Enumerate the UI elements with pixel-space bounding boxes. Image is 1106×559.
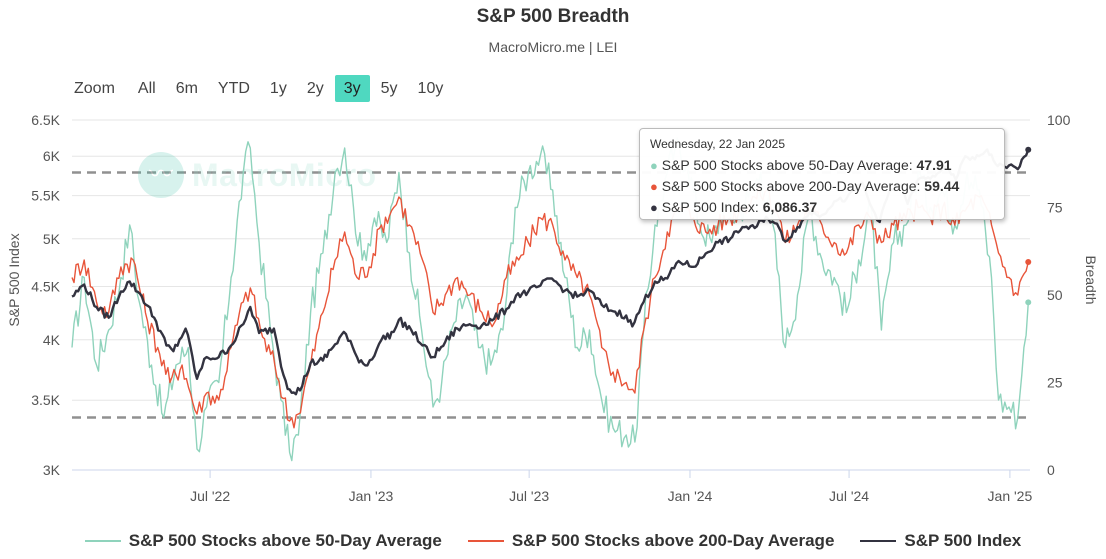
hover-point-200day (1025, 258, 1032, 265)
y-right-tick-label: 25 (1047, 375, 1063, 391)
tooltip-label-200day: S&P 500 Stocks above 200-Day Average: (661, 178, 921, 194)
axes: 3K 3.5K 4K 4.5K 5K 5.5K 6K 6.5K 0 25 50 75 100 Jul '2… (6, 112, 1099, 504)
y-left-tick-label: 3.5K (31, 392, 60, 408)
zoom-label: Zoom (74, 79, 115, 97)
y-right-tick-label: 75 (1047, 200, 1063, 216)
range-button-all[interactable]: All (137, 80, 156, 97)
y-left-tick-label: 3K (43, 462, 61, 478)
range-button-1y[interactable]: 1y (269, 80, 287, 97)
legend-label: S&P 500 Index (904, 531, 1022, 550)
y-left-tick-label: 5K (43, 231, 61, 247)
range-button-10y[interactable]: 10y (417, 80, 444, 97)
tooltip-dot-50day: ● (650, 158, 658, 173)
x-tick-label: Jul '22 (190, 488, 230, 504)
range-button-ytd[interactable]: YTD (217, 80, 250, 97)
tooltip: Wednesday, 22 Jan 2025 ● S&P 500 Stocks … (639, 128, 1005, 220)
tooltip-row-index: ● S&P 500 Index: 6,086.37 (650, 197, 994, 218)
hover-point-50day (1025, 299, 1032, 306)
tooltip-value-index: 6,086.37 (762, 199, 818, 215)
y-left-tick-label: 4.5K (31, 278, 60, 294)
y-left-tick-label: 4K (43, 332, 61, 348)
chart-svg: 3K 3.5K 4K 4.5K 5K 5.5K 6K 6.5K 0 25 50 75 100 Jul '2… (6, 112, 1099, 504)
legend-item-200day[interactable]: S&P 500 Stocks above 200-Day Average (467, 531, 835, 551)
watermark-text: MacroMicro (192, 156, 377, 193)
x-tick-label: Jul '23 (509, 488, 549, 504)
tooltip-row-200day: ● S&P 500 Stocks above 200-Day Average: … (650, 176, 994, 197)
chart-title: S&P 500 Breadth (476, 6, 630, 27)
y-right-axis-title: Breadth (1083, 255, 1099, 304)
legend: S&P 500 Stocks above 50-Day Average S&P 5… (0, 531, 1106, 551)
y-left-tick-label: 5.5K (31, 188, 60, 204)
y-right-tick-label: 50 (1047, 287, 1063, 303)
x-tick-label: Jan '23 (349, 488, 394, 504)
series-line-200day[interactable] (71, 183, 1029, 429)
tooltip-row-50day: ● S&P 500 Stocks above 50-Day Average: 4… (650, 155, 994, 176)
tooltip-value-200day: 59.44 (924, 178, 960, 194)
legend-label: S&P 500 Stocks above 50-Day Average (128, 531, 442, 550)
tooltip-dot-index: ● (650, 200, 658, 215)
macromicro-logo-icon: 〰 (138, 152, 184, 198)
tooltip-label-50day: S&P 500 Stocks above 50-Day Average: (661, 157, 913, 173)
x-tick-label: Jan '24 (668, 488, 713, 504)
legend-swatch (860, 540, 897, 542)
tooltip-date: Wednesday, 22 Jan 2025 (650, 137, 785, 151)
y-left-tick-label: 6K (43, 148, 61, 164)
range-button-5y[interactable]: 5y (380, 80, 398, 97)
tooltip-dot-200day: ● (650, 179, 658, 194)
range-button-2y[interactable]: 2y (306, 80, 324, 97)
x-tick-label: Jan '25 (988, 488, 1033, 504)
watermark: 〰 MacroMicro (138, 152, 377, 198)
x-tick-label: Jul '24 (829, 488, 869, 504)
range-button-3y[interactable]: 3y (334, 75, 370, 102)
legend-swatch (84, 540, 121, 542)
legend-item-index[interactable]: S&P 500 Index (860, 531, 1021, 551)
y-left-tick-label: 6.5K (31, 112, 60, 128)
y-right-tick-label: 100 (1047, 112, 1071, 128)
legend-item-50day[interactable]: S&P 500 Stocks above 50-Day Average (84, 531, 442, 551)
tooltip-value-50day: 47.91 (916, 157, 952, 173)
hover-point-index (1025, 146, 1032, 153)
range-selector: Zoom All 6m YTD 1y 2y 3y 5y 10y (70, 75, 454, 102)
tooltip-label-index: S&P 500 Index: (661, 199, 759, 215)
y-right-tick-label: 0 (1047, 462, 1055, 478)
y-left-axis-title: S&P 500 Index (6, 233, 22, 326)
range-button-6m[interactable]: 6m (175, 80, 198, 97)
legend-swatch (467, 540, 504, 542)
chart-subtitle: MacroMicro.me | LEI (488, 39, 618, 55)
legend-label: S&P 500 Stocks above 200-Day Average (511, 531, 835, 550)
